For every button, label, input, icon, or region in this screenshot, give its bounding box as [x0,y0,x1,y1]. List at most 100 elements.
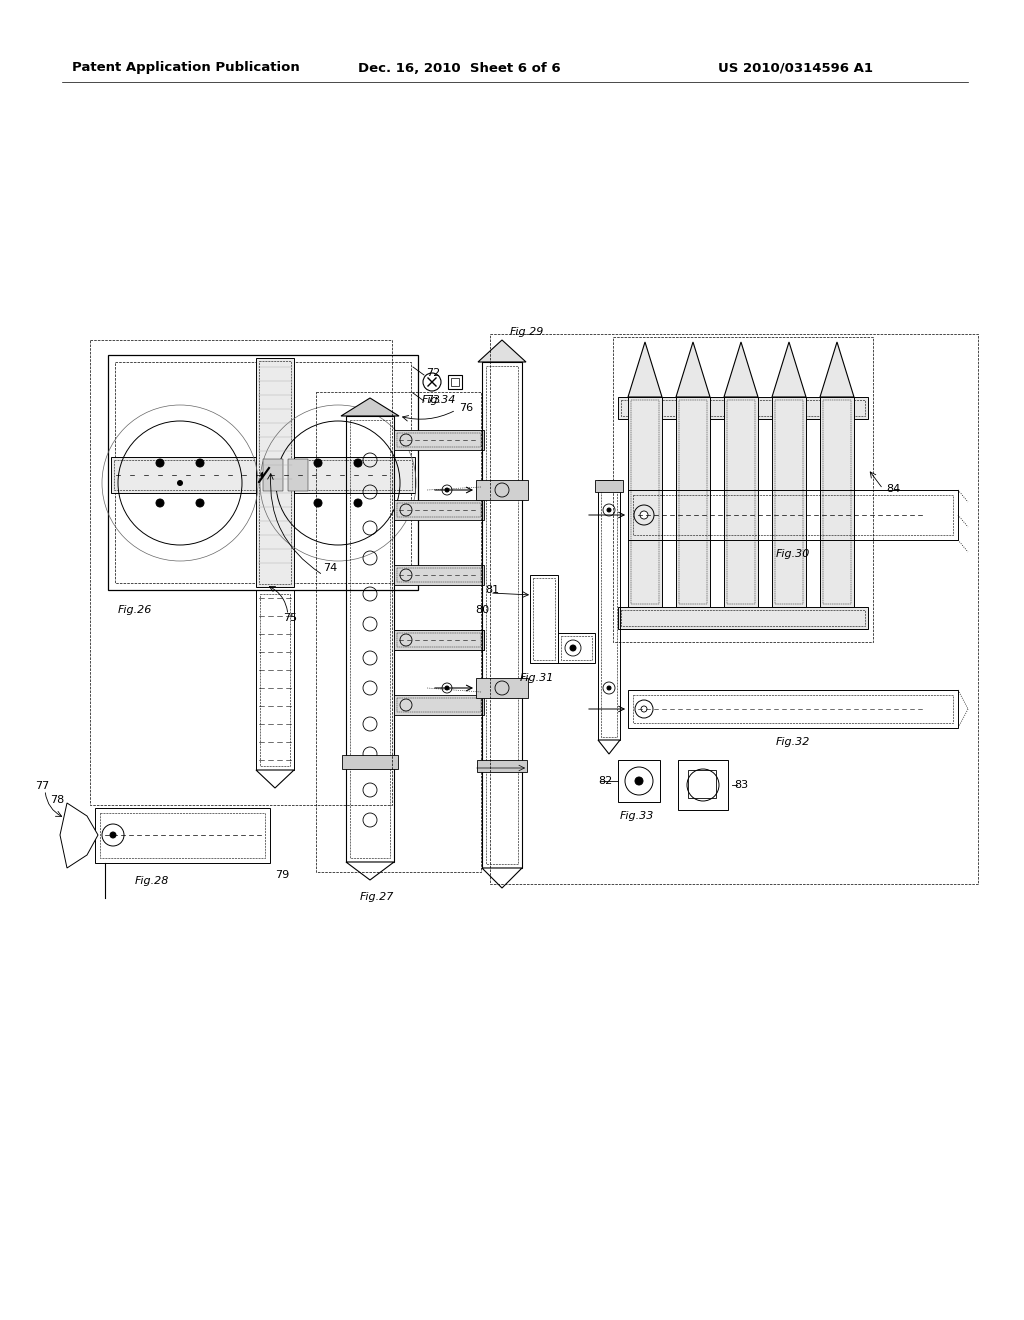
Bar [259,360,291,583]
Bar [490,334,978,884]
Bar [397,568,481,582]
Polygon shape [60,803,98,869]
Bar [820,397,854,607]
Bar [772,397,806,607]
Bar [688,770,716,799]
Bar [394,630,484,649]
Circle shape [445,488,449,492]
Text: Fig.26: Fig.26 [118,605,153,615]
Bar [263,459,283,491]
Circle shape [177,480,183,486]
Bar [394,565,484,585]
Bar [679,400,707,605]
Bar [621,610,865,626]
Circle shape [110,832,116,838]
Bar [558,634,595,663]
Polygon shape [676,342,710,397]
Polygon shape [772,342,806,397]
Text: 75: 75 [283,612,297,623]
Bar [595,480,623,492]
Bar [534,578,555,660]
Bar [115,362,411,583]
Circle shape [635,777,643,785]
Polygon shape [820,342,854,397]
Bar [397,433,481,447]
Text: 83: 83 [734,780,749,789]
Bar [613,337,873,642]
Bar [90,341,392,805]
Polygon shape [598,741,620,754]
Text: US 2010/0314596 A1: US 2010/0314596 A1 [718,62,873,74]
Bar [350,420,390,858]
Text: Fig.29: Fig.29 [510,327,545,337]
Circle shape [354,499,362,507]
Bar [633,495,953,535]
Bar [394,430,484,450]
Bar [628,690,958,729]
Circle shape [607,508,611,512]
Circle shape [445,686,449,690]
Bar [561,636,592,660]
Circle shape [354,459,362,467]
Bar [342,755,398,770]
Polygon shape [256,770,294,788]
Polygon shape [482,869,522,888]
Bar [100,813,265,858]
Text: Fig.33: Fig.33 [620,810,654,821]
Bar [397,503,481,517]
Text: Fig.31: Fig.31 [520,673,554,682]
Text: 76: 76 [459,403,473,413]
Bar [618,607,868,630]
Bar [95,808,270,863]
Text: 72: 72 [426,368,440,378]
Circle shape [196,459,204,467]
Bar [530,576,558,663]
Polygon shape [724,342,758,397]
Bar [108,355,418,590]
Bar [256,590,294,770]
Text: 74: 74 [323,564,337,573]
Bar [256,358,294,587]
Bar [397,698,481,711]
Bar [631,400,659,605]
Bar [676,397,710,607]
Text: 82: 82 [598,776,612,785]
Polygon shape [478,341,526,362]
Text: Fig.27: Fig.27 [360,892,394,902]
Bar [724,397,758,607]
Text: Fig.34: Fig.34 [422,395,457,405]
Text: Fig.30: Fig.30 [776,549,810,558]
Bar [633,696,953,723]
Bar [476,480,528,500]
Bar [823,400,851,605]
Bar [114,459,412,490]
Bar [486,366,518,865]
Bar [775,400,803,605]
Bar [346,416,394,862]
Bar [628,490,958,540]
Bar [678,760,728,810]
Bar [288,459,308,491]
Bar [394,500,484,520]
Bar [451,378,459,385]
Text: 77: 77 [35,781,49,791]
Text: 84: 84 [886,484,900,494]
Bar [601,483,617,737]
Text: 81: 81 [485,585,499,595]
Text: 80: 80 [475,605,489,615]
Text: Dec. 16, 2010  Sheet 6 of 6: Dec. 16, 2010 Sheet 6 of 6 [358,62,560,74]
Bar [397,634,481,647]
Text: 79: 79 [275,870,289,880]
Bar [394,630,484,649]
Bar [482,362,522,869]
Circle shape [640,511,648,519]
Bar [394,696,484,715]
Bar [628,397,662,607]
Text: Fig.32: Fig.32 [776,737,810,747]
Bar [316,392,481,873]
Text: 73: 73 [426,395,440,405]
Bar [618,760,660,803]
Bar [449,375,462,389]
Bar [397,634,481,647]
Circle shape [314,499,322,507]
